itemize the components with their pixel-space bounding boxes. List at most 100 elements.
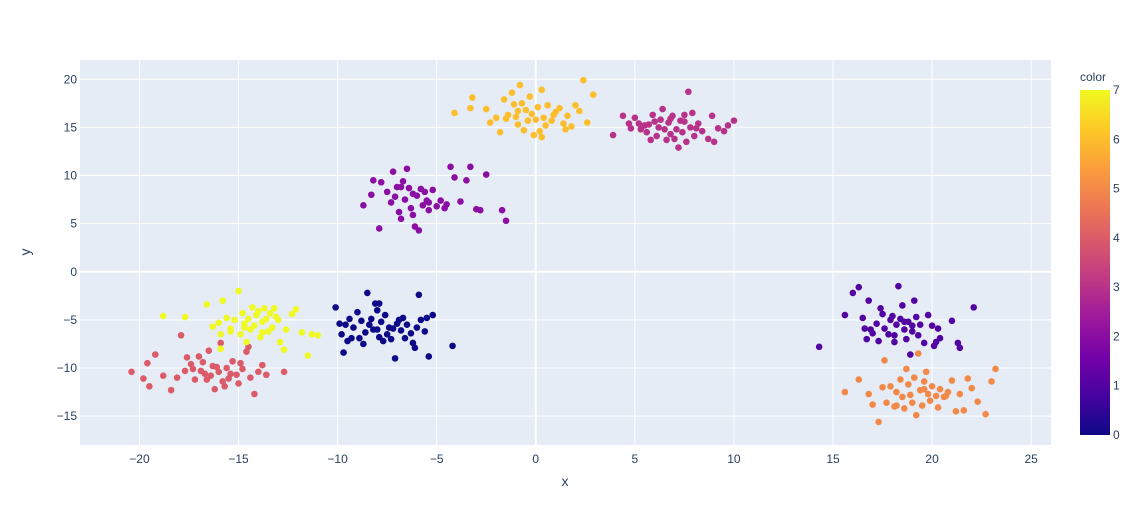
scatter-point xyxy=(189,365,197,373)
scatter-point xyxy=(366,321,373,328)
scatter-point xyxy=(409,211,417,219)
scatter-point xyxy=(914,350,922,357)
scatter-point xyxy=(875,337,882,345)
scatter-point xyxy=(849,289,857,297)
scatter-point xyxy=(625,120,633,127)
scatter-point xyxy=(397,183,405,191)
scatter-point xyxy=(659,105,666,113)
x-tick-label: 0 xyxy=(532,452,539,466)
colorbar-title: color xyxy=(1080,70,1106,84)
scatter-point xyxy=(415,291,423,299)
scatter-point xyxy=(948,377,956,384)
colorbar-tick-label: 1 xyxy=(1113,379,1120,393)
scatter-point xyxy=(891,338,898,346)
scatter-point xyxy=(867,326,874,333)
scatter-point xyxy=(922,368,930,376)
scatter-point xyxy=(512,113,520,121)
scatter-point xyxy=(815,343,823,351)
scatter-point xyxy=(714,125,722,132)
colorbar-tick-label: 4 xyxy=(1113,231,1120,245)
scatter-point xyxy=(912,411,920,419)
scatter-point xyxy=(245,315,252,323)
scatter-point xyxy=(401,196,409,203)
scatter-point xyxy=(968,384,976,392)
scatter-point xyxy=(631,114,639,122)
scatter-point xyxy=(451,109,458,117)
scatter-point xyxy=(683,138,690,146)
scatter-point xyxy=(542,122,549,129)
scatter-point xyxy=(199,358,207,366)
scatter-point xyxy=(411,344,419,352)
scatter-point xyxy=(875,418,882,426)
scatter-point xyxy=(463,177,470,184)
scatter-point xyxy=(368,191,375,199)
scatter-point xyxy=(223,364,230,372)
scatter-point xyxy=(956,390,964,398)
x-tick-label: 5 xyxy=(632,452,639,466)
scatter-point xyxy=(482,105,490,113)
scatter-point xyxy=(407,330,415,337)
y-tick-label: −15 xyxy=(57,409,78,423)
scatter-point xyxy=(251,390,258,398)
scatter-point xyxy=(855,376,863,383)
scatter-point xyxy=(447,163,454,171)
scatter-point xyxy=(415,227,423,234)
scatter-point xyxy=(457,198,464,205)
scatter-point xyxy=(661,126,668,133)
scatter-point xyxy=(272,313,280,321)
colorbar-gradient xyxy=(1080,90,1110,435)
scatter-point xyxy=(449,342,456,350)
scatter-point xyxy=(903,365,910,373)
scatter-point xyxy=(391,355,399,362)
y-tick-label: 20 xyxy=(64,72,78,86)
scatter-point xyxy=(314,331,322,339)
scatter-point xyxy=(276,338,284,346)
scatter-point xyxy=(510,100,518,108)
scatter-point xyxy=(609,131,617,139)
scatter-point xyxy=(538,133,546,141)
scatter-point xyxy=(912,313,920,321)
scatter-point xyxy=(893,321,900,328)
scatter-point xyxy=(282,326,290,333)
scatter-point xyxy=(720,127,728,135)
scatter-point xyxy=(358,317,365,325)
scatter-point xyxy=(908,399,916,406)
scatter-point xyxy=(469,94,476,101)
scatter-point xyxy=(655,124,662,131)
scatter-point xyxy=(534,103,542,111)
scatter-point xyxy=(215,319,223,327)
scatter-point xyxy=(861,325,869,332)
colorbar-tick-label: 5 xyxy=(1113,182,1120,196)
scatter-point xyxy=(910,374,918,381)
scatter-point xyxy=(251,322,258,329)
y-tick-label: 5 xyxy=(70,217,77,231)
scatter-point xyxy=(897,376,904,383)
scatter-point xyxy=(583,119,591,126)
scatter-point xyxy=(181,313,189,321)
scatter-point xyxy=(437,197,444,204)
scatter-point xyxy=(356,334,363,342)
y-tick-label: 15 xyxy=(64,120,78,134)
scatter-point xyxy=(865,297,872,304)
scatter-point xyxy=(948,317,956,325)
scatter-point xyxy=(146,382,153,390)
scatter-point xyxy=(223,314,230,322)
scatter-point xyxy=(397,327,405,334)
scatter-point xyxy=(476,206,484,214)
scatter-point xyxy=(879,310,886,318)
scatter-point xyxy=(425,199,433,206)
scatter-point xyxy=(255,368,262,376)
scatter-point xyxy=(237,331,244,338)
scatter-point xyxy=(934,325,942,332)
scatter-point xyxy=(217,345,224,353)
scatter-point xyxy=(397,215,405,223)
scatter-point xyxy=(389,168,397,175)
scatter-point xyxy=(377,178,385,186)
scatter-point xyxy=(288,310,296,318)
scatter-point xyxy=(203,301,211,308)
scatter-point xyxy=(932,392,940,400)
scatter-point xyxy=(920,385,928,393)
x-tick-label: 10 xyxy=(727,452,741,466)
scatter-point xyxy=(417,316,425,324)
scatter-point xyxy=(708,112,716,120)
